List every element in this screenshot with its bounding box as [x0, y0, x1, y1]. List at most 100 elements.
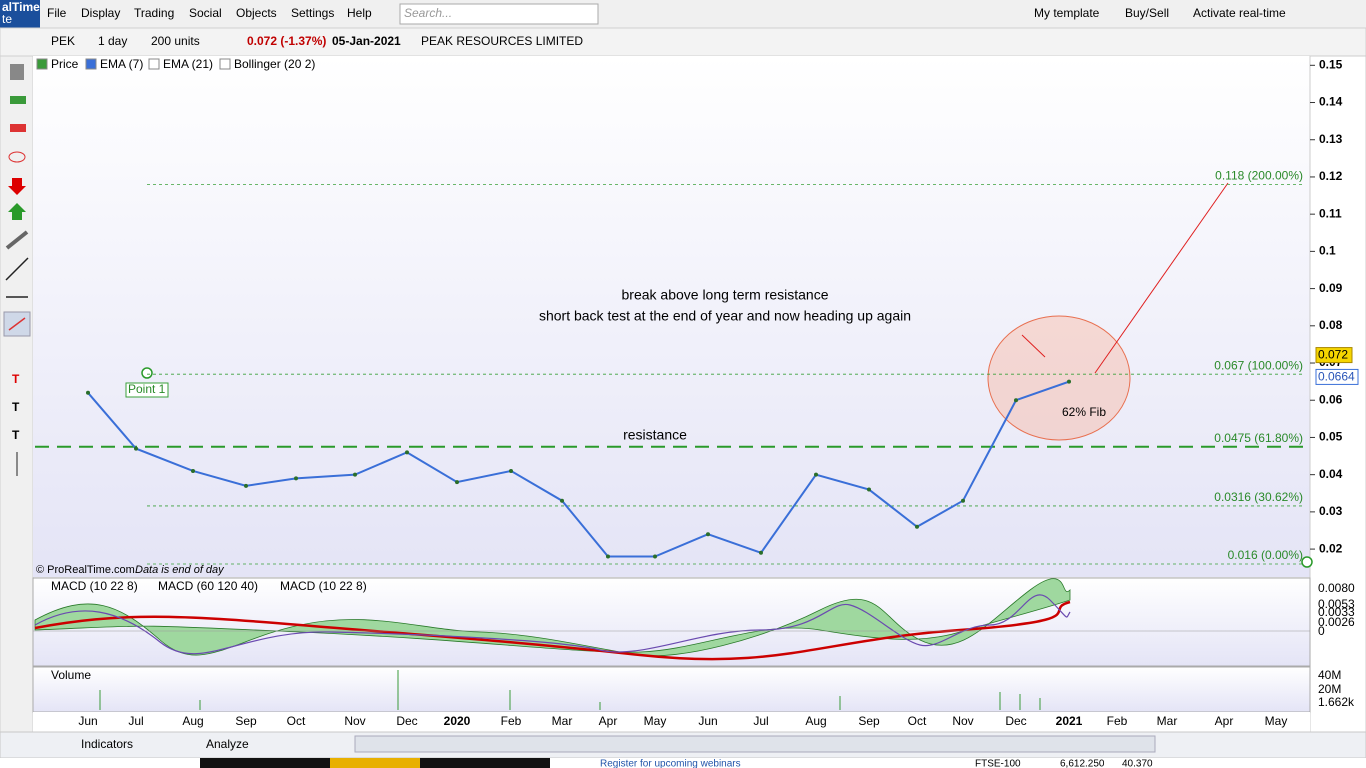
x-tick-label: Dec: [396, 714, 417, 728]
last-price-tag: [1315, 347, 1353, 364]
logo: [0, 0, 40, 28]
indicator-legend[interactable]: Price: [51, 57, 79, 71]
macd-axis-label: 0.0033: [1318, 605, 1355, 619]
menu-item[interactable]: My template: [1034, 6, 1100, 20]
copyright: © ProRealTime.com: [36, 564, 135, 576]
macd-axis-label: 0.0080: [1318, 581, 1355, 595]
price-point: [814, 472, 818, 477]
menu-bar: [0, 0, 1366, 28]
x-tick-label: Nov: [344, 714, 365, 728]
x-tick-label: Aug: [182, 714, 203, 728]
tool[interactable]: [8, 151, 26, 163]
tool-line[interactable]: [5, 257, 29, 281]
volume-panel: [32, 666, 1311, 713]
volume-legend[interactable]: Volume: [51, 668, 91, 682]
menu-item[interactable]: Activate real-time: [1193, 6, 1286, 20]
menu-item[interactable]: Buy/Sell: [1125, 6, 1169, 20]
search-placeholder[interactable]: Search...: [404, 6, 452, 20]
logo-text: alTime: [2, 0, 40, 14]
bottom-button[interactable]: Analyze: [206, 737, 249, 751]
annotation: 62% Fib: [1062, 405, 1106, 419]
menu-item[interactable]: Trading: [134, 6, 174, 20]
price-point: [1067, 379, 1071, 384]
menu-item[interactable]: File: [47, 6, 67, 20]
legend-box: [219, 58, 231, 70]
scrollbar[interactable]: [354, 735, 1156, 753]
point-marker: [1301, 556, 1313, 568]
price-point: [294, 476, 298, 481]
x-tick-label: Jul: [128, 714, 143, 728]
fib-label: 0.0475 (61.80%): [1214, 431, 1303, 445]
legend-box: [36, 58, 48, 70]
menu-item[interactable]: Settings: [291, 6, 334, 20]
x-tick-label: Sep: [858, 714, 880, 728]
indicator-legend[interactable]: EMA (21): [163, 57, 213, 71]
price-panel: [33, 56, 1310, 577]
volume-bars: [99, 670, 1041, 710]
x-tick-label: May: [1265, 714, 1288, 728]
y-tick-label: 0.14: [1319, 95, 1343, 109]
menu-item[interactable]: Objects: [236, 6, 277, 20]
fib-label: 0.0316 (30.62%): [1214, 490, 1303, 504]
bottom-button[interactable]: Indicators: [81, 737, 133, 751]
period[interactable]: 1 day: [98, 34, 127, 48]
tool-text[interactable]: T: [12, 428, 20, 442]
macd-legend[interactable]: MACD (10 22 8): [280, 579, 367, 593]
x-tick-label: 2020: [444, 714, 471, 728]
taskbar-text: Register for upcoming webinars: [600, 759, 741, 768]
menu-item[interactable]: Social: [189, 6, 222, 20]
tool-arrow-up[interactable]: [8, 203, 26, 220]
price-point: [1014, 398, 1018, 403]
y-tick-label: 0.13: [1319, 132, 1343, 146]
y-tick-label: 0.1: [1319, 244, 1336, 258]
tool[interactable]: [10, 124, 26, 132]
macd-legend[interactable]: MACD (60 120 40): [158, 579, 258, 593]
x-tick-label: Mar: [1157, 714, 1178, 728]
price-point: [706, 532, 710, 537]
highlight-circle: [987, 315, 1131, 441]
fib-label: 0.118 (200.00%): [1215, 169, 1303, 183]
macd-axis-label: 0.0053: [1318, 597, 1355, 611]
fib-label: 0.016 (0.00%): [1228, 548, 1303, 562]
price-point: [191, 468, 195, 473]
annotation: resistance: [623, 427, 687, 443]
units[interactable]: 200 units: [151, 34, 200, 48]
logo-text: te: [2, 12, 12, 26]
indicator-legend[interactable]: Bollinger (20 2): [234, 57, 315, 71]
y-tick-label: 0.12: [1319, 169, 1343, 183]
y-tick-label: 0.02: [1319, 541, 1343, 555]
search-box[interactable]: [399, 3, 599, 25]
tool-ruler[interactable]: [5, 230, 29, 250]
price-point: [244, 483, 248, 488]
menu-item[interactable]: Display: [81, 6, 120, 20]
point-label: Point 1: [128, 382, 166, 396]
tool-text[interactable]: T: [12, 372, 20, 386]
indicator-legend[interactable]: EMA (7): [100, 57, 143, 71]
y-tick-label: 0.11: [1319, 206, 1342, 220]
symbol[interactable]: PEK: [51, 34, 75, 48]
tool-icons[interactable]: T T T: [3, 64, 31, 476]
tool[interactable]: [10, 96, 26, 104]
tool-arrow-down[interactable]: [8, 178, 26, 195]
tool-segment[interactable]: [8, 317, 26, 331]
price-point: [653, 554, 657, 559]
quote: 0.072 (-1.37%): [247, 34, 326, 48]
x-tick-label: Mar: [552, 714, 573, 728]
y-tick-label: 0.15: [1319, 57, 1343, 71]
tool-trash[interactable]: [10, 64, 24, 80]
taskbar-text: 40.370: [1122, 759, 1153, 768]
tool-text[interactable]: T: [12, 400, 20, 414]
last-price-label: 0.072: [1318, 348, 1348, 362]
y-tick-label: 0.06: [1319, 392, 1343, 406]
macd-legend[interactable]: MACD (10 22 8): [51, 579, 138, 593]
x-tick-label: Feb: [1107, 714, 1128, 728]
macd-signal: [34, 600, 1071, 661]
y-tick-label: 0.04: [1319, 467, 1343, 481]
ema-price-label: 0.0664: [1318, 370, 1355, 384]
x-tick-label: Dec: [1005, 714, 1026, 728]
menu-item[interactable]: Help: [347, 6, 372, 20]
y-tick-label: 0.09: [1319, 281, 1343, 295]
point-marker: [141, 367, 153, 379]
x-tick-label: May: [644, 714, 667, 728]
x-tick-label: 2021: [1056, 714, 1083, 728]
